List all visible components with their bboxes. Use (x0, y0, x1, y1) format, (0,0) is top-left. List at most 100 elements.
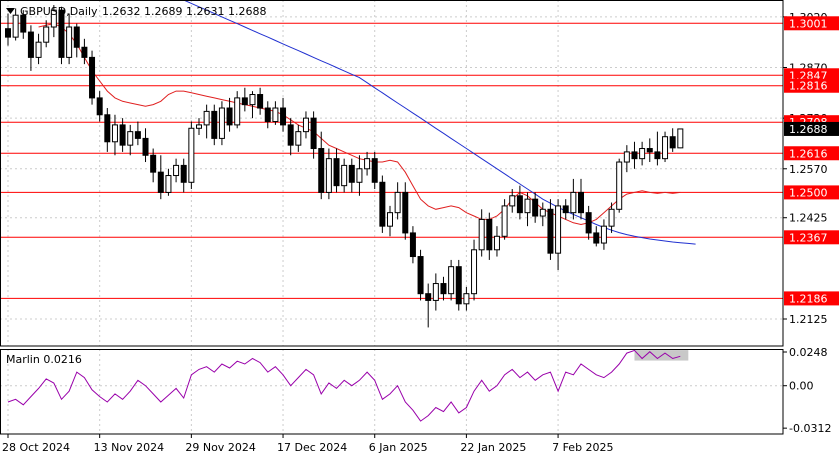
marlin-indicator (0, 349, 783, 422)
candle (425, 283, 432, 328)
candle-body (486, 218, 493, 251)
x-tick-label: 28 Oct 2024 (2, 441, 70, 454)
candle-body (66, 26, 73, 58)
candle (234, 91, 241, 129)
indicator-label: Marlin 0.0216 (6, 353, 82, 366)
high-value: 1.2689 (144, 5, 183, 18)
x-tick-label: 13 Nov 2024 (94, 441, 164, 454)
candle-body (547, 208, 554, 254)
level-price-box (784, 291, 839, 306)
x-tick-label: 29 Nov 2024 (185, 441, 255, 454)
candle-body (218, 107, 225, 139)
candle (516, 185, 523, 220)
level-price-box (784, 230, 839, 245)
candle (448, 259, 455, 301)
candle (409, 226, 416, 264)
candle-body (662, 136, 669, 160)
candle (81, 38, 88, 65)
chart-header: GBPUSD,Daily 1.2632 1.2689 1.2631 1.2688 (6, 5, 267, 18)
candle (50, 5, 57, 38)
candle-body (111, 124, 118, 143)
candle-body (43, 26, 50, 43)
candle (287, 118, 294, 156)
candle-body (226, 107, 233, 126)
candle-body (96, 97, 103, 116)
level-price-label: 1.2186 (789, 292, 828, 305)
candle (89, 50, 96, 105)
dropdown-triangle-icon[interactable] (6, 8, 15, 14)
candle (134, 121, 141, 146)
candle-body (12, 14, 19, 38)
candle-body (58, 9, 65, 58)
candle-body (402, 191, 409, 234)
candle (66, 13, 73, 65)
candle-body (578, 191, 584, 214)
candle (119, 118, 126, 152)
price-axis: 1.30201.28701.27201.25701.24251.21251.30… (783, 11, 839, 435)
candle-body (127, 131, 134, 146)
candle-body (280, 107, 287, 126)
candle (127, 124, 134, 156)
candle (104, 108, 111, 152)
level-price-label: 1.2816 (789, 80, 828, 93)
candle-body (157, 171, 164, 193)
candle (27, 25, 34, 71)
candle (257, 87, 264, 115)
candle (12, 8, 19, 41)
candle-body (188, 127, 195, 183)
current-price-box (784, 121, 839, 136)
candle-body (295, 131, 302, 146)
candle-body (73, 26, 80, 48)
candle-body (425, 293, 432, 301)
candle-body (272, 107, 279, 123)
candle-body (509, 195, 516, 207)
candle-body (585, 212, 592, 234)
candle (96, 91, 103, 122)
candle (379, 175, 386, 233)
x-tick-label: 17 Dec 2024 (277, 441, 347, 454)
candle-body (623, 151, 630, 163)
candle-body (417, 256, 424, 295)
candle-body (440, 283, 447, 295)
candle (333, 148, 340, 193)
candle (20, 10, 27, 39)
candle-body (539, 208, 546, 217)
candle (623, 145, 630, 173)
candle-body (142, 137, 149, 156)
candle (471, 239, 478, 301)
y-tick-label: 1.2125 (789, 313, 828, 326)
time-axis: 28 Oct 2024 13 Nov 2024 29 Nov 2024 17 Dec … (2, 434, 614, 454)
candle (524, 192, 531, 227)
candle (218, 101, 225, 146)
level-lines (0, 22, 783, 299)
candle-body (654, 151, 661, 160)
candle-body (463, 293, 470, 305)
candle (539, 202, 546, 227)
candle (570, 178, 577, 220)
candle-body (616, 161, 623, 210)
indicator-pane-border (0, 349, 784, 435)
candle-body (409, 232, 416, 258)
candle-body (249, 94, 256, 106)
candle-body (81, 46, 88, 58)
candle (272, 101, 279, 125)
candle-body (394, 191, 401, 214)
candle (402, 182, 409, 240)
candle-body (677, 128, 684, 149)
candle (302, 111, 309, 139)
chart-frame (0, 0, 784, 435)
marlin-line (7, 349, 681, 422)
candle (5, 13, 11, 46)
candle-body (387, 212, 393, 227)
candle-body (348, 164, 355, 183)
candle-body (562, 205, 569, 214)
candle-body (646, 148, 653, 153)
level-price-label: 1.2367 (789, 231, 828, 244)
candle (593, 226, 600, 247)
y-tick-label: 1.2425 (789, 212, 828, 225)
candle (662, 131, 669, 163)
candle-body (257, 94, 264, 109)
candle (654, 131, 661, 166)
